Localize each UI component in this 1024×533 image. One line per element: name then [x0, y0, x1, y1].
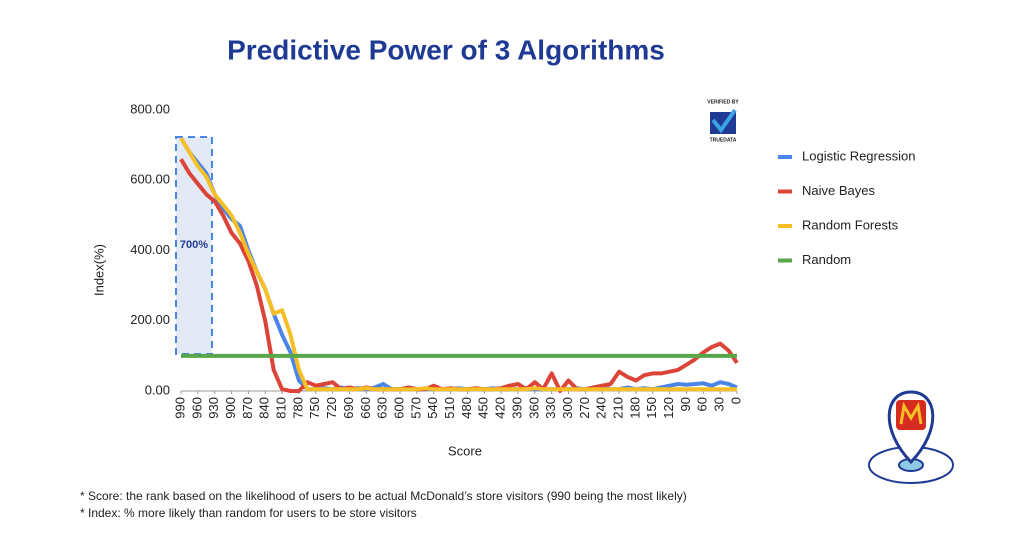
x-tick-label: 540: [425, 397, 440, 419]
logo-square: [896, 400, 926, 430]
y-tick-label: 600.00: [130, 172, 170, 187]
y-tick-label: 0.00: [145, 382, 170, 397]
badge-check: [711, 108, 737, 134]
x-tick-label: 330: [543, 397, 558, 419]
x-tick-label: 240: [594, 397, 609, 419]
chart-title: Predictive Power of 3 Algorithms: [227, 34, 665, 65]
badge-top: VERIFIED BY: [707, 99, 739, 105]
x-tick-label: 90: [678, 397, 693, 411]
x-tick-label: 600: [391, 397, 406, 419]
x-tick-label: 180: [627, 397, 642, 419]
x-axis-label: Score: [448, 443, 482, 458]
legend-label: Random Forests: [802, 217, 899, 232]
x-tick-label: 810: [274, 397, 289, 419]
x-tick-label: 990: [172, 397, 187, 419]
badge-bottom: TRUEDATA: [710, 137, 737, 143]
y-tick-label: 800.00: [130, 101, 170, 116]
x-tick-label: 720: [324, 397, 339, 419]
x-tick-label: 750: [307, 397, 322, 419]
x-tick-label: 0: [728, 397, 743, 404]
x-tick-label: 870: [240, 397, 255, 419]
x-tick-label: 30: [712, 397, 727, 411]
legend-label: Logistic Regression: [802, 148, 915, 163]
x-tick-label: 360: [526, 397, 541, 419]
x-tick-label: 390: [509, 397, 524, 419]
footnote: * Index: % more likely than random for u…: [80, 506, 417, 520]
x-tick-label: 930: [206, 397, 221, 419]
series-line: [179, 137, 738, 392]
annotation: 700%: [180, 239, 208, 251]
x-tick-label: 60: [695, 397, 710, 411]
x-tick-label: 120: [661, 397, 676, 419]
x-tick-label: 780: [290, 397, 305, 419]
x-tick-label: 210: [610, 397, 625, 419]
y-axis-label: Index(%): [91, 244, 106, 296]
logo-m: [899, 401, 923, 425]
badge: VERIFIED BY TRUEDATA: [707, 99, 739, 143]
x-tick-label: 630: [375, 397, 390, 419]
legend-label: Naive Bayes: [802, 183, 875, 198]
legend-label: Random: [802, 252, 851, 267]
x-tick-label: 450: [476, 397, 491, 419]
x-tick-label: 690: [341, 397, 356, 419]
x-tick-label: 960: [189, 397, 204, 419]
series-line: [179, 137, 737, 392]
x-tick-label: 480: [459, 397, 474, 419]
x-tick-label: 900: [223, 397, 238, 419]
footnote: * Score: the rank based on the likelihoo…: [80, 489, 687, 503]
x-tick-label: 420: [493, 397, 508, 419]
y-tick-label: 200.00: [130, 312, 170, 327]
x-tick-label: 270: [577, 397, 592, 419]
x-tick-label: 840: [257, 397, 272, 419]
x-tick-label: 300: [560, 397, 575, 419]
y-tick-label: 400.00: [130, 242, 170, 257]
x-tick-label: 570: [408, 397, 423, 419]
x-tick-label: 660: [358, 397, 373, 419]
x-tick-label: 510: [442, 397, 457, 419]
x-tick-label: 150: [644, 397, 659, 419]
logo: [868, 390, 954, 484]
